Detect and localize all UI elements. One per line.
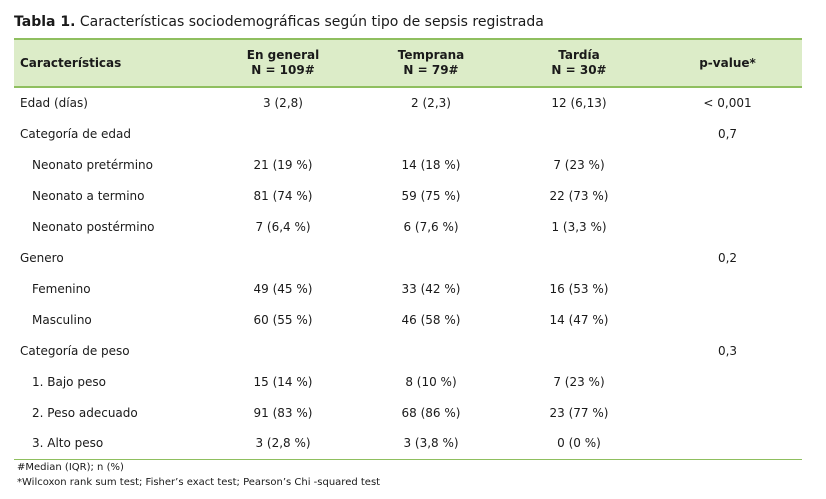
row-sublabel: Neonato pretérmino — [32, 157, 153, 172]
cell-tardia — [505, 242, 653, 273]
cell-temprana: 3 (3,8 %) — [357, 428, 505, 460]
cell-general: 81 (74 %) — [253, 188, 313, 203]
table-row: Neonato a termino 81 (74 %) 59 (75 %) 22 (7… — [14, 180, 802, 211]
cell-general: 15 (14 %) — [253, 374, 313, 389]
cell-tardia: 23 (77 %) — [549, 405, 609, 420]
cell-p-value — [653, 149, 802, 180]
cell-tardia: 22 (73 %) — [549, 188, 609, 203]
cell-tardia: 1 (3,3 %) — [551, 219, 607, 234]
cell-tardia — [505, 118, 653, 149]
cell-temprana: 2 (2,3) — [411, 96, 451, 110]
cell-temprana: 33 (42 %) — [401, 281, 461, 296]
cell-tardia: 7 (23 %) — [553, 157, 605, 172]
cell-p-value — [653, 397, 802, 428]
cell-p-value — [653, 366, 802, 397]
header-label: Tardía — [558, 48, 600, 62]
table-row: Edad (días) 3 (2,8) 2 (2,3) 12 (6,13) < 0,00… — [14, 87, 802, 118]
table-row: Genero 0,2 — [14, 242, 802, 273]
table-row: Categoría de peso 0,3 — [14, 335, 802, 366]
row-sublabel: Neonato postérmino — [32, 219, 155, 234]
cell-temprana: 6 (7,6 %) — [403, 219, 459, 234]
table-row: Masculino 60 (55 %) 46 (58 %) 14 (47 %) — [14, 304, 802, 335]
footnote-median: #Median (IQR); n (%) — [17, 462, 124, 473]
table-row: Neonato postérmino 7 (6,4 %) 6 (7,6 %) 1 (3… — [14, 211, 802, 242]
cell-p-value — [653, 180, 802, 211]
table-caption: Tabla 1. Características sociodemográfic… — [14, 13, 544, 31]
cell-p-value: 0,3 — [717, 343, 738, 358]
cell-tardia: 12 (6,13) — [551, 96, 607, 110]
cell-general — [209, 118, 357, 149]
cell-p-value — [653, 428, 802, 460]
cell-p-value: 0,2 — [717, 250, 738, 265]
header-p-value: p-value* — [653, 38, 802, 88]
cell-general: 21 (19 %) — [253, 157, 313, 172]
table-row: 3. Alto peso 3 (2,8 %) 3 (3,8 %) 0 (0 %) — [14, 428, 802, 460]
cell-temprana — [357, 118, 505, 149]
row-label: Genero — [20, 250, 64, 265]
header-n: N = 30# — [551, 63, 607, 77]
cell-p-value — [653, 304, 802, 335]
table-row: Neonato pretérmino 21 (19 %) 14 (18 %) 7 (2… — [14, 149, 802, 180]
cell-p-value: < 0,001 — [703, 96, 752, 110]
header-caracteristicas: Características — [14, 38, 209, 88]
cell-general — [209, 242, 357, 273]
cell-temprana — [357, 335, 505, 366]
header-n: N = 109# — [251, 63, 315, 77]
row-sublabel: Masculino — [32, 312, 92, 327]
row-sublabel: Femenino — [32, 281, 91, 296]
header-label: Temprana — [397, 48, 465, 62]
table-row: 1. Bajo peso 15 (14 %) 8 (10 %) 7 (23 %) — [14, 366, 802, 397]
header-label: Características — [20, 55, 122, 70]
cell-temprana: 46 (58 %) — [401, 312, 461, 327]
cell-p-value — [653, 211, 802, 242]
header-label: p-value* — [699, 55, 756, 70]
cell-general: 91 (83 %) — [253, 405, 313, 420]
cell-tardia: 7 (23 %) — [553, 374, 605, 389]
cell-general: 49 (45 %) — [253, 281, 313, 296]
row-label: Categoría de edad — [20, 126, 131, 141]
header-label: En general — [246, 48, 320, 62]
cell-temprana: 8 (10 %) — [405, 374, 457, 389]
table-row: 2. Peso adecuado 91 (83 %) 68 (86 %) 23 (77… — [14, 397, 802, 428]
cell-temprana — [357, 242, 505, 273]
row-sublabel: 1. Bajo peso — [32, 374, 106, 389]
header-general: En general N = 109# — [209, 38, 357, 88]
row-label: Edad (días) — [20, 96, 88, 110]
cell-general — [209, 335, 357, 366]
cell-general: 3 (2,8 %) — [209, 428, 357, 460]
cell-general: 3 (2,8) — [263, 96, 303, 110]
table-body: Edad (días) 3 (2,8) 2 (2,3) 12 (6,13) < 0,00… — [14, 87, 802, 460]
footnote-tests: *Wilcoxon rank sum test; Fisher’s exact … — [17, 477, 381, 488]
cell-temprana: 59 (75 %) — [401, 188, 461, 203]
header-temprana: Temprana N = 79# — [357, 38, 505, 88]
header-n: N = 79# — [403, 63, 459, 77]
cell-tardia: 16 (53 %) — [549, 281, 609, 296]
cell-p-value — [653, 273, 802, 304]
table-row: Femenino 49 (45 %) 33 (42 %) 16 (53 %) — [14, 273, 802, 304]
cell-temprana: 14 (18 %) — [401, 157, 461, 172]
cell-temprana: 68 (86 %) — [401, 405, 461, 420]
cell-tardia: 14 (47 %) — [549, 312, 609, 327]
cell-general: 7 (6,4 %) — [255, 219, 311, 234]
header-tardia: Tardía N = 30# — [505, 38, 653, 88]
cell-general: 60 (55 %) — [253, 312, 313, 327]
cell-p-value: 0,7 — [717, 126, 738, 141]
row-sublabel: 2. Peso adecuado — [32, 405, 138, 420]
table-row: Categoría de edad 0,7 — [14, 118, 802, 149]
caption-prefix: Tabla 1. — [14, 14, 76, 30]
table-header-row: Características En general N = 109# Temp… — [14, 38, 802, 88]
cell-tardia: 0 (0 %) — [505, 428, 653, 460]
row-label: Categoría de peso — [20, 343, 130, 358]
row-sublabel: Neonato a termino — [32, 188, 145, 203]
caption-text: Características sociodemográficas según … — [79, 14, 544, 30]
row-sublabel: 3. Alto peso — [14, 428, 209, 460]
sepsis-table: Características En general N = 109# Temp… — [14, 38, 802, 460]
cell-tardia — [505, 335, 653, 366]
